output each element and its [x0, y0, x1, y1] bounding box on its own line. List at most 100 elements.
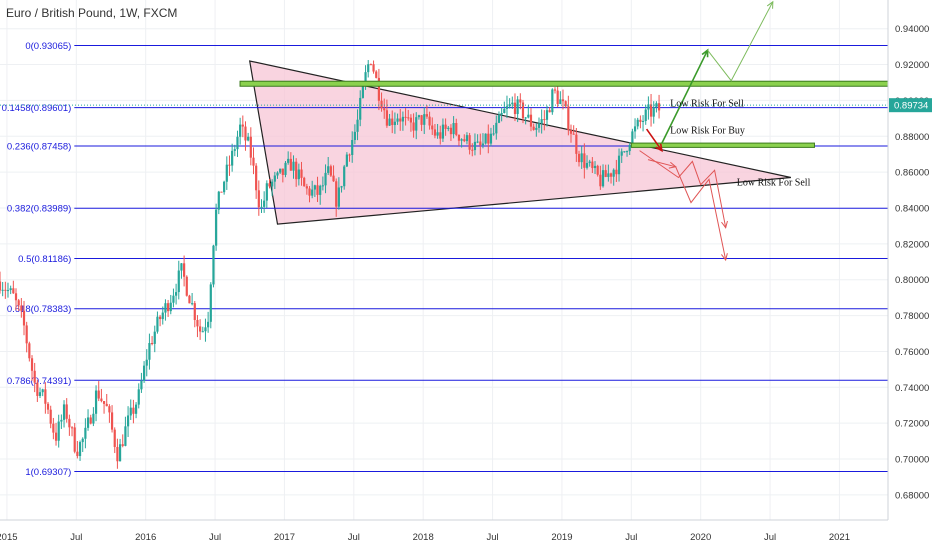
x-tick-label: 2020 — [690, 532, 711, 543]
candle-body — [158, 316, 162, 320]
candle-body — [28, 343, 31, 359]
candle-body — [180, 263, 183, 271]
candle-body — [292, 161, 295, 171]
candle-body — [657, 103, 661, 111]
candle-body — [369, 64, 372, 66]
candle-body — [513, 102, 517, 115]
candle-body — [207, 321, 210, 328]
candle-body — [553, 89, 557, 91]
candle-body — [564, 101, 567, 107]
x-tick-label: Jul — [764, 532, 776, 543]
candle-body — [30, 358, 34, 371]
candle-body — [121, 444, 124, 446]
risk-label: Low Risk For Buy — [670, 126, 745, 137]
candle-body — [134, 404, 138, 414]
y-tick-label: 0.88000 — [895, 132, 929, 143]
x-tick-label: 2015 — [0, 532, 18, 543]
annotations: Low Risk For Sell Low Risk For Buy Low Ris… — [670, 99, 810, 189]
projection-arrow — [645, 128, 663, 152]
candle-body — [321, 185, 324, 187]
candle-body — [271, 181, 274, 187]
candle-body — [38, 392, 42, 396]
candle-body — [479, 141, 482, 146]
candle-body — [375, 71, 378, 78]
y-tick-label: 0.92000 — [895, 60, 929, 71]
y-axis: 0.940000.920000.900000.880000.860000.840… — [0, 0, 932, 520]
candle-body — [348, 154, 351, 156]
candle-body — [495, 122, 498, 134]
candle-body — [359, 97, 362, 120]
candle-body — [54, 432, 58, 441]
y-tick-label: 0.72000 — [895, 419, 929, 430]
projection-arrows — [639, 0, 774, 262]
candle-body — [169, 302, 172, 312]
candle-body — [196, 319, 199, 327]
candle-body — [497, 114, 501, 123]
candle-body — [625, 151, 629, 153]
last-price-tag — [889, 98, 932, 113]
candle-body — [228, 164, 231, 166]
x-tick-label: Jul — [209, 532, 221, 543]
candle-body — [567, 106, 570, 131]
candle-body — [580, 153, 583, 163]
candle-body — [233, 149, 236, 151]
candle-body — [247, 136, 250, 141]
candle-body — [441, 124, 445, 139]
resistance-zone — [239, 80, 889, 87]
candle-body — [65, 404, 68, 419]
candle-body — [279, 168, 282, 173]
fib-label: 0.236(0.87458) — [7, 141, 71, 152]
candle-body — [575, 134, 578, 154]
projection-arrow — [647, 159, 676, 168]
candle-body — [412, 122, 415, 131]
y-tick-label: 0.74000 — [895, 383, 929, 394]
candle-body — [636, 119, 639, 127]
candle-body — [129, 407, 132, 416]
candle-body — [70, 427, 74, 429]
candle-body — [481, 143, 485, 146]
candle-body — [145, 359, 148, 366]
x-tick-label: 2016 — [135, 532, 156, 543]
projection-arrow — [661, 49, 709, 144]
candle-body — [255, 165, 258, 191]
candle-body — [343, 166, 346, 187]
candle-body — [273, 175, 276, 182]
candle-body — [367, 64, 370, 73]
candle-body — [428, 116, 431, 126]
candle-body — [457, 134, 461, 141]
candle-body — [313, 185, 316, 190]
candle-body — [612, 169, 615, 177]
candle-body — [647, 104, 650, 110]
candle-body — [86, 417, 90, 428]
candle-body — [191, 303, 194, 305]
candle-body — [57, 421, 60, 441]
candle-body — [364, 72, 367, 86]
candle-body — [396, 118, 399, 122]
candle-body — [252, 157, 255, 166]
candle-body — [244, 126, 247, 141]
candle-body — [89, 417, 92, 424]
candle-body — [548, 110, 551, 113]
y-tick-label: 0.86000 — [895, 168, 929, 179]
candle-body — [385, 110, 388, 126]
chart-title: Euro / British Pound, 1W, FXCM — [6, 6, 178, 20]
candle-body — [20, 305, 23, 311]
candle-body — [372, 64, 375, 72]
candle-body — [463, 139, 466, 142]
fibonacci-levels: 0(0.93065) 0.1458(0.89601) 0.236(0.87458) 0… — [2, 41, 888, 478]
candle-body — [617, 155, 621, 175]
candle-body — [516, 99, 519, 115]
candle-body — [604, 170, 607, 177]
candle-body — [652, 107, 655, 117]
candle-body — [609, 173, 613, 177]
candle-body — [311, 189, 314, 196]
candle-body — [415, 117, 418, 131]
candle-body — [84, 427, 87, 439]
candle-body — [257, 190, 260, 208]
candle-body — [132, 407, 135, 414]
candle-body — [572, 133, 575, 135]
candle-body — [503, 108, 506, 114]
candle-body — [532, 126, 535, 130]
